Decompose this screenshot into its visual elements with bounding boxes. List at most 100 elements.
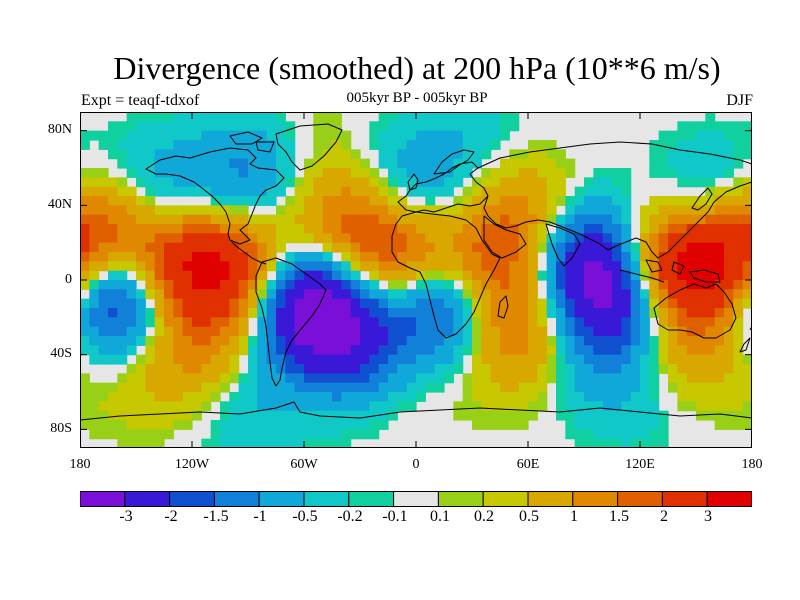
- field-cell: [705, 270, 716, 281]
- field-cell: [360, 242, 370, 253]
- field-cell: [350, 345, 361, 356]
- field-cell: [574, 420, 585, 430]
- field-cell: [528, 149, 538, 160]
- field-cell: [612, 373, 622, 384]
- field-cell: [733, 158, 744, 169]
- field-cell: [397, 121, 408, 132]
- field-cell: [714, 401, 725, 412]
- field-cell: [490, 233, 501, 244]
- field-cell: [89, 270, 100, 281]
- field-cell: [612, 354, 622, 365]
- field-cell: [248, 410, 258, 421]
- field-cell: [462, 401, 473, 412]
- field-cell: [593, 317, 604, 328]
- field-cell: [98, 177, 109, 188]
- field-cell: [686, 214, 697, 225]
- field-cell: [192, 168, 202, 178]
- field-cell: [406, 373, 417, 384]
- field-cell: [490, 382, 501, 393]
- field-cell: [444, 326, 454, 337]
- field-cell: [602, 289, 613, 300]
- colorbar-swatch: [572, 491, 619, 507]
- field-cell: [285, 401, 296, 412]
- field-cell: [136, 392, 146, 402]
- field-cell: [462, 270, 473, 281]
- field-cell: [98, 214, 109, 225]
- field-cell: [154, 177, 165, 188]
- field-cell: [229, 186, 240, 197]
- field-cell: [556, 186, 566, 197]
- field-cell: [742, 252, 752, 262]
- field-cell: [472, 401, 482, 412]
- coastline-africa: [391, 211, 501, 339]
- field-cell: [285, 214, 296, 225]
- field-cell: [453, 140, 464, 150]
- field-cell: [229, 112, 240, 122]
- field-cell: [89, 224, 100, 234]
- field-cell: [164, 177, 174, 188]
- field-cell: [154, 298, 165, 309]
- field-cell: [154, 121, 165, 132]
- field-cell: [556, 364, 566, 374]
- field-cell: [444, 158, 454, 169]
- field-cell: [546, 242, 557, 253]
- field-cell: [556, 336, 566, 346]
- field-cell: [276, 214, 286, 225]
- field-cell: [238, 289, 249, 300]
- field-cell: [724, 401, 734, 412]
- field-cell: [201, 317, 212, 328]
- field-cell: [425, 280, 436, 290]
- field-cell: [220, 410, 230, 421]
- field-cell: [556, 289, 566, 300]
- field-cell: [332, 429, 342, 440]
- field-cell: [210, 149, 221, 160]
- field-cell: [640, 252, 650, 262]
- field-cell: [640, 205, 650, 216]
- field-cell: [341, 177, 352, 188]
- field-cell: [528, 354, 538, 365]
- field-cell: [416, 345, 426, 356]
- field-cell: [220, 186, 230, 197]
- field-cell: [164, 168, 174, 178]
- field-cell: [416, 364, 426, 374]
- field-cell: [136, 112, 146, 122]
- field-cell: [733, 326, 744, 337]
- field-cell: [108, 336, 118, 346]
- field-cell: [481, 373, 492, 384]
- field-cell: [201, 298, 212, 309]
- field-cell: [360, 382, 370, 393]
- field-cell: [108, 270, 118, 281]
- field-cell: [378, 130, 389, 141]
- field-cell: [724, 317, 734, 328]
- field-cell: [220, 401, 230, 412]
- field-cell: [257, 186, 268, 197]
- field-cell: [388, 364, 398, 374]
- field-cell: [126, 298, 137, 309]
- divergence-field: [80, 112, 752, 448]
- field-cell: [304, 280, 314, 290]
- field-cell: [257, 214, 268, 225]
- field-cell: [490, 196, 501, 206]
- field-cell: [444, 168, 454, 178]
- field-cell: [658, 242, 669, 253]
- field-cell: [322, 420, 333, 430]
- field-cell: [117, 177, 128, 188]
- field-cell: [509, 410, 520, 421]
- field-cell: [509, 186, 520, 197]
- field-cell: [108, 308, 118, 318]
- field-cell: [556, 410, 566, 421]
- colorbar-label-10: 0.5: [519, 508, 539, 525]
- field-cell: [742, 289, 752, 300]
- field-cell: [565, 308, 576, 318]
- field-cell: [332, 177, 342, 188]
- field-cell: [332, 233, 342, 244]
- field-cell: [509, 158, 520, 169]
- field-cell: [322, 289, 333, 300]
- field-cell: [518, 224, 529, 234]
- field-cell: [350, 205, 361, 216]
- field-cell: [304, 429, 314, 440]
- field-cell: [285, 252, 296, 262]
- field-cell: [621, 438, 632, 448]
- field-cell: [509, 420, 520, 430]
- field-cell: [462, 130, 473, 141]
